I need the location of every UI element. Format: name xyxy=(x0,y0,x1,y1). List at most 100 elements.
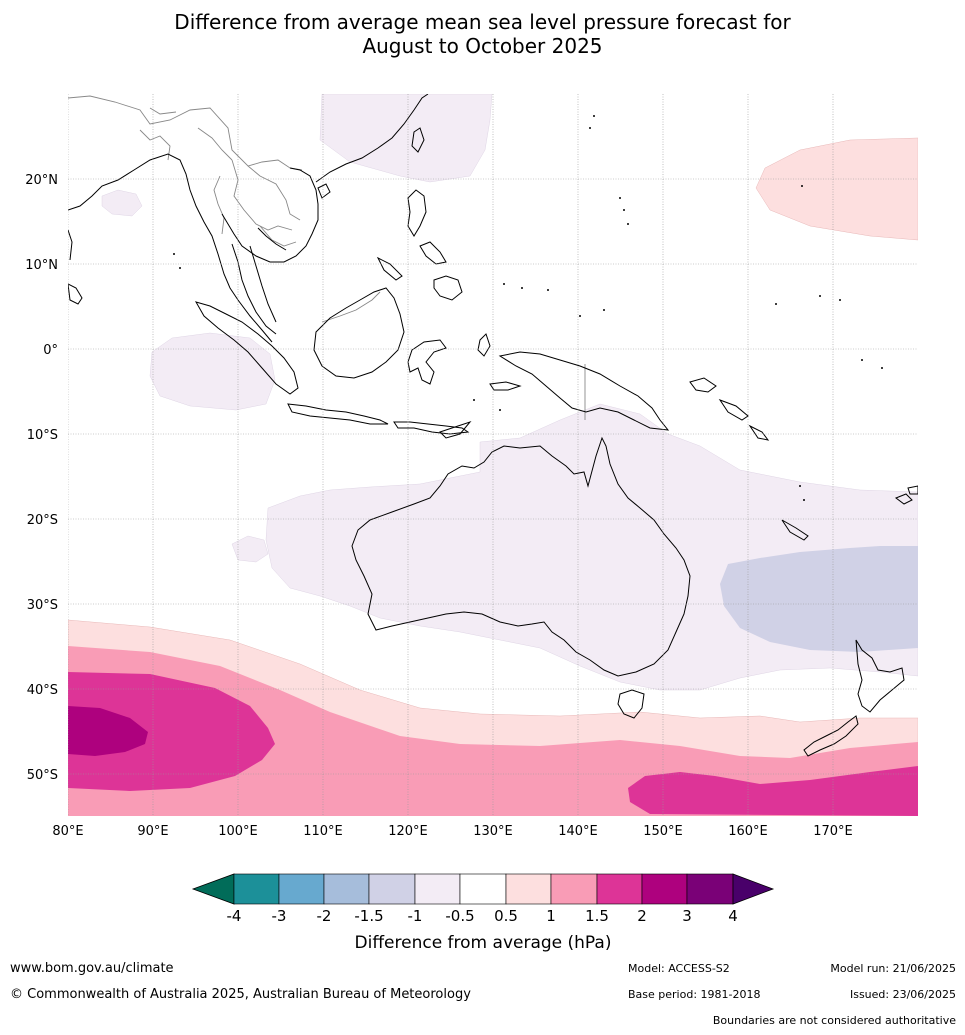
lon-label-80e: 80°E xyxy=(52,824,83,839)
colorbar-tick-1-5: 1.5 xyxy=(585,907,609,925)
latitude-labels: 20°N 10°N 0° 10°S 20°S 30°S 40°S 50°S xyxy=(25,173,58,783)
lat-label-50s: 50°S xyxy=(27,768,58,783)
colorbar-tick-minus-1: -1 xyxy=(408,907,423,925)
longitude-labels: 80°E 90°E 100°E 110°E 120°E 130°E 140°E … xyxy=(52,824,852,839)
colorbar-tick-0-5: 0.5 xyxy=(494,907,518,925)
anomaly-pos-1-5-south-west xyxy=(68,672,275,791)
footer-copyright: © Commonwealth of Australia 2025, Austra… xyxy=(10,987,471,1002)
footer-disclaimer: Boundaries are not considered authoritat… xyxy=(712,1014,956,1027)
coast-borneo xyxy=(313,287,405,379)
coast-sulawesi xyxy=(407,339,447,385)
anomaly-pos-0-5-north-east xyxy=(755,137,918,241)
coast-sri-lanka xyxy=(68,283,83,305)
coast-new-guinea xyxy=(498,351,670,431)
colorbar: -4 -3 -2 -1.5 -1 -0.5 0.5 1 1.5 2 3 4 Di… xyxy=(191,873,775,953)
anomaly-neg-0-5-west-small xyxy=(101,189,143,217)
lat-label-40s: 40°S xyxy=(27,683,58,698)
coast-solomons xyxy=(718,398,749,421)
coastlines xyxy=(68,94,918,757)
coast-java xyxy=(287,403,389,425)
coast-india-west xyxy=(68,229,73,261)
coast-fiji xyxy=(894,493,913,505)
colorbar-swatch-1 xyxy=(233,873,280,905)
title-line-1: Difference from average mean sea level p… xyxy=(174,10,791,34)
anomaly-pos-1-south xyxy=(68,646,918,816)
colorbar-tick-3: 3 xyxy=(682,907,692,925)
colorbar-swatch-10 xyxy=(641,873,688,905)
coast-australia xyxy=(351,436,691,677)
anomaly-pos-2-south-west xyxy=(68,706,148,756)
anomaly-neg-1-tasman xyxy=(720,546,918,652)
lon-label-140e: 140°E xyxy=(558,824,598,839)
colorbar-swatch-9 xyxy=(596,873,643,905)
colorbar-swatch-2 xyxy=(278,873,325,905)
coast-indochina xyxy=(221,167,319,263)
lat-label-10n: 10°N xyxy=(25,258,58,273)
colorbar-swatch-3 xyxy=(323,873,370,905)
anomaly-pos-1-5-south-east xyxy=(628,766,918,816)
footer-model-run: Model run: 21/06/2025 xyxy=(830,962,956,975)
footer-model: Model: ACCESS-S2 xyxy=(628,962,730,975)
coast-visayas xyxy=(419,241,447,265)
lat-label-20n: 20°N xyxy=(25,173,58,188)
coast-seram xyxy=(489,381,522,391)
map-panel xyxy=(68,94,918,816)
coast-sumatra xyxy=(194,301,299,395)
lon-label-90e: 90°E xyxy=(137,824,168,839)
coast-hainan xyxy=(317,183,331,199)
lat-label-30s: 30°S xyxy=(27,598,58,613)
colorbar-tick-1: 1 xyxy=(546,907,556,925)
footer-issued: Issued: 23/06/2025 xyxy=(849,988,956,1001)
title-line-2: August to October 2025 xyxy=(362,34,603,58)
lon-label-120e: 120°E xyxy=(388,824,428,839)
colorbar-extend-low xyxy=(191,873,235,905)
lon-label-130e: 130°E xyxy=(473,824,513,839)
lon-label-110e: 110°E xyxy=(303,824,343,839)
footer-base-period: Base period: 1981-2018 xyxy=(628,988,761,1001)
anomaly-neg-0-5-equatorial xyxy=(149,332,276,411)
coast-tasmania xyxy=(617,689,645,719)
map-title: Difference from average mean sea level p… xyxy=(0,10,965,58)
small-islands xyxy=(173,115,883,501)
coast-fiji-2 xyxy=(907,485,918,495)
colorbar-extend-high xyxy=(732,873,775,905)
coast-palawan xyxy=(376,256,403,281)
coast-mindanao xyxy=(433,275,463,301)
colorbar-tick-minus-3: -3 xyxy=(272,907,287,925)
coast-new-britain xyxy=(689,377,717,393)
coast-nz-south xyxy=(803,715,859,757)
lat-label-20s: 20°S xyxy=(27,513,58,528)
lon-label-170e: 170°E xyxy=(813,824,853,839)
lat-label-0: 0° xyxy=(43,343,58,358)
colorbar-swatch-7 xyxy=(505,873,552,905)
colorbar-swatch-4 xyxy=(368,873,416,905)
colorbar-tick-minus-4: -4 xyxy=(227,907,242,925)
colorbar-tick-4: 4 xyxy=(728,907,738,925)
colorbar-swatch-6 xyxy=(459,873,507,905)
colorbar-tick-minus-2: -2 xyxy=(317,907,332,925)
country-borders xyxy=(68,95,586,420)
colorbar-swatch-11 xyxy=(686,873,734,905)
coast-south-china xyxy=(315,94,429,183)
coast-luzon xyxy=(407,189,427,237)
colorbar-tick-2: 2 xyxy=(637,907,647,925)
colorbar-swatch-5 xyxy=(414,873,461,905)
coast-india xyxy=(68,153,273,343)
lat-label-10s: 10°S xyxy=(27,428,58,443)
coast-timor xyxy=(439,420,472,439)
footer-website: www.bom.gov.au/climate xyxy=(10,961,174,976)
coast-halmahera xyxy=(477,333,491,357)
colorbar-tick-minus-0-5: -0.5 xyxy=(445,907,474,925)
coast-malaya-e xyxy=(249,245,277,323)
lon-label-160e: 160°E xyxy=(728,824,768,839)
colorbar-tick-minus-1-5: -1.5 xyxy=(354,907,383,925)
lon-label-150e: 150°E xyxy=(643,824,683,839)
coast-taiwan xyxy=(411,127,425,153)
colorbar-swatch-8 xyxy=(550,873,598,905)
colorbar-title: Difference from average (hPa) xyxy=(355,933,612,953)
graticule xyxy=(68,94,918,816)
coast-nz-north xyxy=(855,639,905,713)
coast-gulf-thailand xyxy=(257,227,287,251)
coast-solomons-2 xyxy=(748,424,770,441)
